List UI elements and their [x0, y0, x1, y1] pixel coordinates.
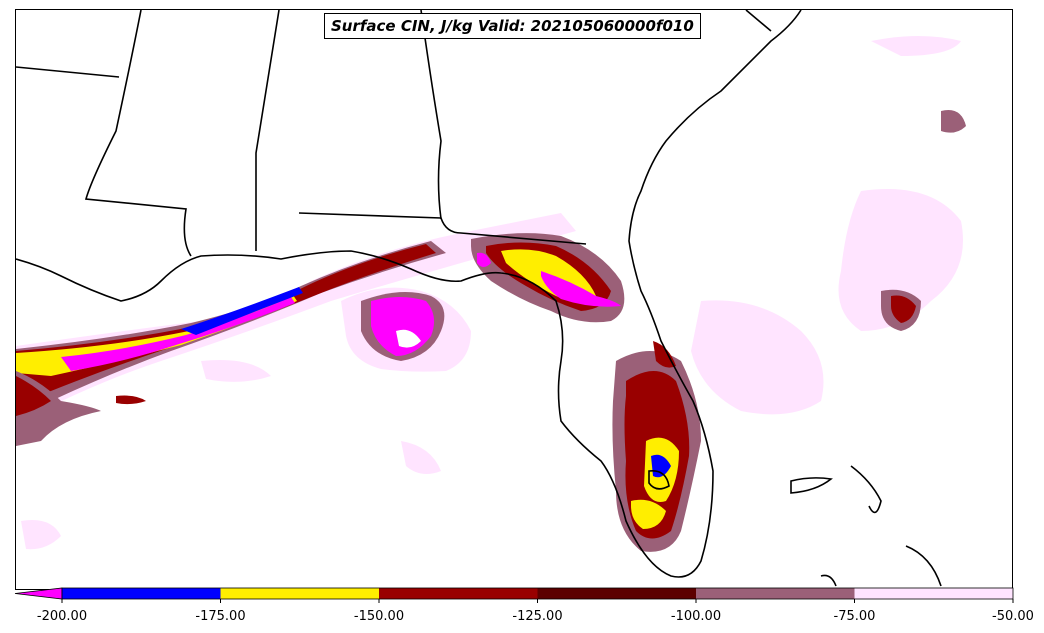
colorbar-segment [379, 588, 538, 599]
central-gulf-cin [341, 287, 471, 372]
colorbar-tick-label: -75.00 [833, 609, 876, 624]
lake-okeechobee [648, 469, 670, 490]
map-title: Surface CIN, J/kg Valid: 202105060000f01… [324, 13, 701, 39]
colorbar-segment [696, 588, 855, 599]
map-panel [15, 9, 1013, 590]
colorbar-segment [62, 588, 221, 599]
colorbar-tick-label: -100.00 [670, 609, 722, 624]
bahamas-4 [820, 574, 837, 587]
bahamas-2 [850, 465, 882, 514]
colorbar [14, 587, 1014, 603]
bahamas-3 [905, 545, 942, 587]
north-florida-cin [471, 233, 625, 323]
gulf-west-red [16, 376, 51, 416]
ms-al-border [84, 10, 192, 257]
al-border-west [255, 10, 280, 251]
cin-map [16, 10, 966, 587]
gulf-band-pink [16, 213, 576, 421]
colorbar-segment [220, 588, 379, 599]
gulf-cin-band [16, 213, 576, 446]
colorbar-tick-label: -200.00 [36, 609, 88, 624]
colorbar-segment [854, 588, 1013, 599]
bahamas-1 [790, 477, 833, 494]
colorbar-tick-label: -150.00 [353, 609, 405, 624]
coastlines [16, 10, 942, 587]
gulf-band-magenta [61, 297, 295, 371]
colorbar-tick-label: -125.00 [512, 609, 563, 624]
colorbar-extend-min [14, 587, 63, 600]
gulf-coastline [16, 10, 802, 578]
fl-al-border [298, 212, 587, 245]
ga-sc-border [745, 10, 772, 32]
colorbar-tick-label: -175.00 [195, 609, 246, 624]
al-ga-border [420, 10, 442, 220]
atlantic-cin [21, 36, 966, 550]
colorbar-tick-label: -50.00 [992, 609, 1034, 624]
ms-la-border [16, 66, 120, 78]
gulf-band-blue [181, 287, 303, 335]
colorbar-segment [537, 588, 696, 599]
